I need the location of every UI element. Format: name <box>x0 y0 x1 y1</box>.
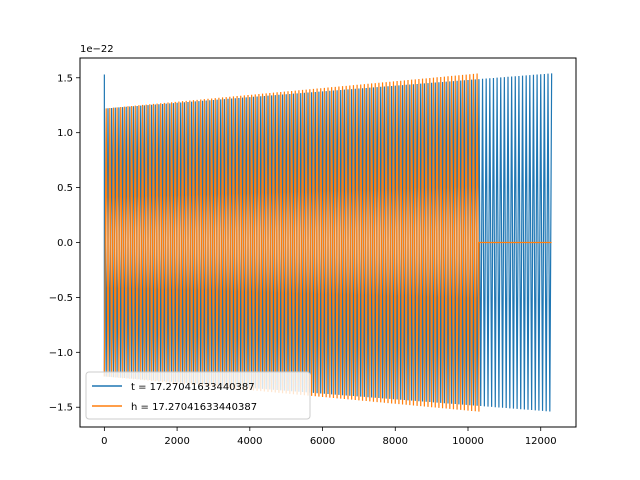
y-tick-label: 1.0 <box>57 128 73 139</box>
y-tick-label: 1.5 <box>57 73 73 84</box>
x-tick-label: 6000 <box>310 436 335 447</box>
x-tick-label: 12000 <box>525 436 557 447</box>
legend: t = 17.27041633440387 h = 17.27041633440… <box>85 371 311 420</box>
axes-frame <box>79 57 577 428</box>
y-scale-label: 1e−22 <box>80 44 114 55</box>
y-tick-label: −0.5 <box>49 293 73 304</box>
legend-label-h: h = 17.27041633440387 <box>131 402 257 413</box>
y-tick-label: 0.5 <box>57 183 73 194</box>
y-tick-label: −1.5 <box>49 403 73 414</box>
y-tick-label: −1.0 <box>49 348 73 359</box>
legend-box <box>85 371 311 420</box>
y-tick-label: 0.0 <box>57 238 73 249</box>
x-tick-label: 0 <box>101 436 107 447</box>
x-tick-label: 2000 <box>164 436 189 447</box>
x-tick-label: 10000 <box>452 436 484 447</box>
axes-ticks: 0 2000 4000 6000 8000 10000 12000 −1.5 −1.0 −0.5 0… <box>49 73 557 447</box>
legend-label-t: t = 17.27041633440387 <box>131 382 255 393</box>
x-tick-label: 4000 <box>237 436 262 447</box>
x-tick-label: 8000 <box>383 436 408 447</box>
